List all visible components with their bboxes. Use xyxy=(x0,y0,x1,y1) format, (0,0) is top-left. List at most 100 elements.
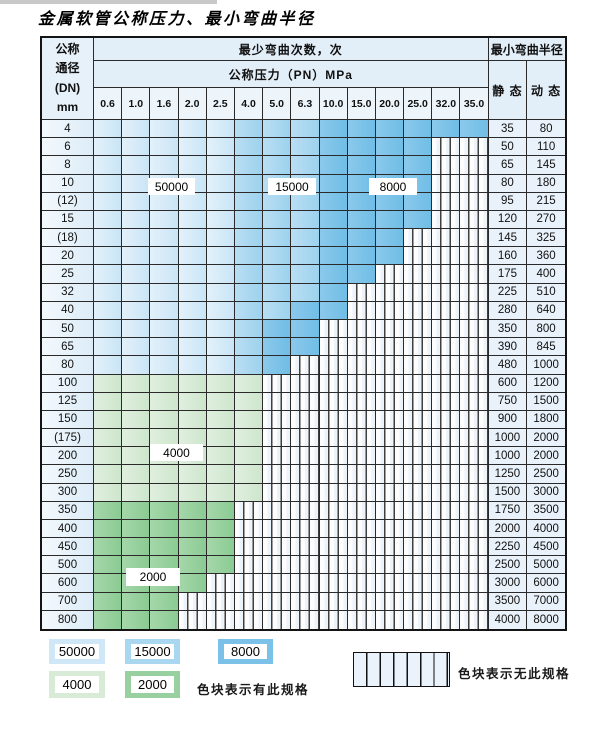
dn-cell: 80 xyxy=(42,356,94,375)
grid-cell xyxy=(150,138,179,157)
dn-header-cell: 公称 通径 (DN) mm xyxy=(42,38,94,120)
grid-cell xyxy=(178,265,207,284)
legend-swatch: 2000 xyxy=(125,671,180,698)
grid-cell xyxy=(291,138,320,157)
grid-cell xyxy=(206,538,235,557)
static-radius-cell: 280 xyxy=(488,301,528,320)
grid-cell xyxy=(178,392,207,411)
dynamic-radius-cell: 3500 xyxy=(527,501,565,520)
grid-cell xyxy=(263,429,292,448)
grid-cell xyxy=(375,519,405,539)
static-radius-cell: 65 xyxy=(488,156,528,175)
dn-cell: 150 xyxy=(42,410,94,430)
grid-cell xyxy=(375,392,405,411)
legend-available-note: 色块表示有此规格 xyxy=(197,683,310,697)
grid-cell xyxy=(375,610,405,629)
grid-cell xyxy=(234,356,264,375)
grid-cell xyxy=(178,229,207,248)
grid-cell xyxy=(347,247,376,266)
grid-cell xyxy=(263,410,292,430)
grid-cell xyxy=(122,447,151,466)
pressure-tick: 32.0 xyxy=(432,88,461,120)
dynamic-radius-cell: 400 xyxy=(527,265,565,284)
grid-cell xyxy=(432,610,461,629)
grid-cell xyxy=(319,501,348,520)
grid-cell xyxy=(291,192,320,211)
grid-cell xyxy=(347,319,376,339)
grid-cell xyxy=(460,429,489,448)
grid-cell xyxy=(460,156,489,175)
grid-cell xyxy=(122,610,151,629)
grid-cell xyxy=(291,483,320,502)
grid-cell xyxy=(375,265,405,284)
grid-cell xyxy=(319,410,348,430)
grid-cell xyxy=(122,338,151,357)
grid-cell xyxy=(347,265,376,284)
grid-cell xyxy=(347,156,376,175)
grid-cell xyxy=(347,410,376,430)
grid-cell xyxy=(460,138,489,157)
grid-cell xyxy=(347,483,376,502)
grid-cell xyxy=(263,356,292,375)
pressure-header: 公称压力（PN）MPa xyxy=(94,61,489,88)
grid-cell xyxy=(404,156,433,175)
legend-swatch-label: 4000 xyxy=(55,676,99,693)
static-radius-cell: 900 xyxy=(488,410,528,430)
grid-cell xyxy=(460,519,489,539)
dynamic-radius-cell: 360 xyxy=(527,247,565,266)
grid-cell xyxy=(94,283,123,302)
grid-cell xyxy=(122,592,151,611)
dn-cell: 300 xyxy=(42,483,94,502)
dn-header-line: mm xyxy=(56,99,79,114)
legend-swatch: 50000 xyxy=(49,639,105,664)
grid-cell xyxy=(150,319,179,339)
static-radius-cell: 50 xyxy=(488,138,528,157)
dn-cell: 800 xyxy=(42,610,94,629)
dn-cell: (12) xyxy=(42,192,94,211)
static-radius-cell: 3500 xyxy=(488,592,528,611)
grid-cell xyxy=(291,465,320,484)
grid-cell xyxy=(404,483,433,502)
grid-cell xyxy=(375,538,405,557)
grid-cell xyxy=(404,610,433,629)
grid-cell xyxy=(404,283,433,302)
dn-cell: 25 xyxy=(42,265,94,284)
grid-cell xyxy=(375,247,405,266)
grid-cell xyxy=(263,538,292,557)
grid-cell xyxy=(404,429,433,448)
grid-cell xyxy=(94,410,123,430)
grid-cell xyxy=(178,120,207,139)
grid-cell xyxy=(460,392,489,411)
grid-cell xyxy=(263,447,292,466)
grid-cell xyxy=(206,265,235,284)
grid-cell xyxy=(291,410,320,430)
grid-cell xyxy=(263,501,292,520)
grid-cell xyxy=(206,156,235,175)
grid-cell xyxy=(234,501,264,520)
grid-cell xyxy=(291,229,320,248)
grid-cell xyxy=(404,319,433,339)
dn-cell: (18) xyxy=(42,229,94,248)
grid-cell xyxy=(263,610,292,629)
grid-cell xyxy=(234,592,264,611)
grid-cell xyxy=(234,465,264,484)
grid-cell xyxy=(178,592,207,611)
grid-cell xyxy=(319,538,348,557)
legend-swatch-label: 50000 xyxy=(55,644,99,659)
grid-cell xyxy=(94,374,123,393)
static-radius-cell: 1000 xyxy=(488,429,528,448)
grid-cell xyxy=(432,501,461,520)
grid-cell xyxy=(206,410,235,430)
grid-cell xyxy=(263,319,292,339)
grid-cell xyxy=(94,392,123,411)
grid-cell xyxy=(263,374,292,393)
dynamic-radius-cell: 6000 xyxy=(527,574,565,593)
grid-cell xyxy=(432,447,461,466)
static-radius-cell: 2250 xyxy=(488,538,528,557)
grid-cell xyxy=(460,210,489,230)
grid-cell xyxy=(291,519,320,539)
dynamic-radius-cell: 2000 xyxy=(527,429,565,448)
dn-header-line: (DN) xyxy=(54,80,81,95)
grid-cell xyxy=(319,138,348,157)
static-radius-cell: 3000 xyxy=(488,574,528,593)
